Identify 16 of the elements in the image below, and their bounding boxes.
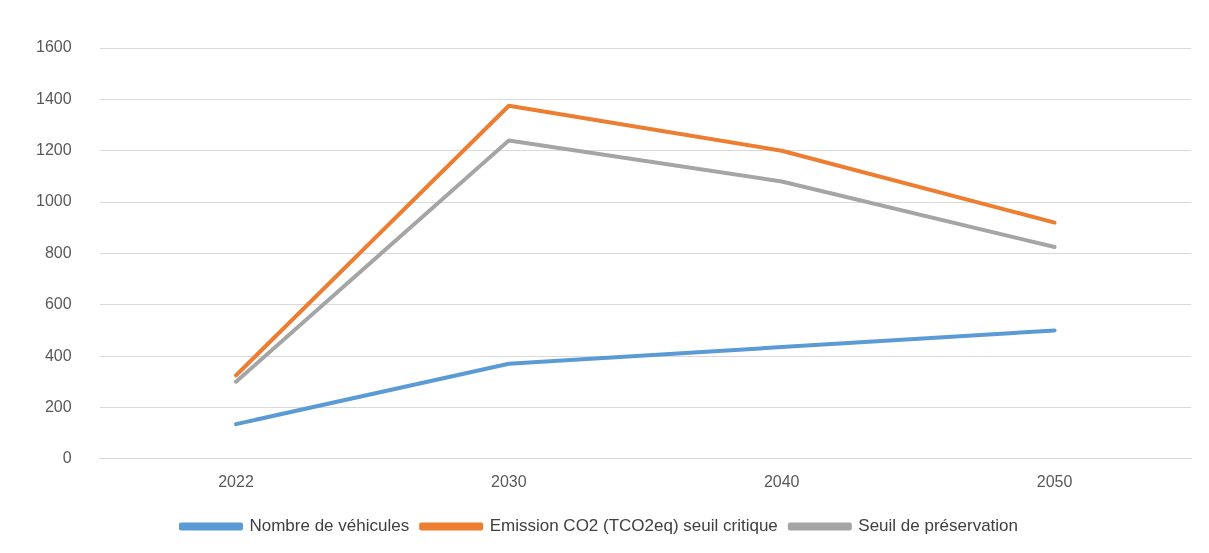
x-tick-label: 2022 <box>218 472 254 490</box>
y-tick-label: 1600 <box>36 38 72 56</box>
y-tick-label: 1000 <box>36 192 72 210</box>
x-tick-label: 2040 <box>763 472 800 490</box>
y-tick-label: 0 <box>62 449 72 467</box>
legend-label: Emission CO2 (TCO2eq) seuil critique <box>489 516 778 536</box>
y-tick-label: 800 <box>44 243 72 261</box>
y-tick-label: 400 <box>44 346 72 364</box>
y-tick-label: 600 <box>44 295 72 313</box>
y-tick-label: 1200 <box>36 141 72 159</box>
legend-label: Seuil de préservation <box>858 516 1019 536</box>
x-tick-label: 2050 <box>1036 472 1073 490</box>
y-tick-label: 1400 <box>36 89 72 107</box>
x-tick-label: 2030 <box>491 472 527 490</box>
y-tick-label: 200 <box>44 397 72 415</box>
legend-label: Nombre de véhicules <box>249 516 410 536</box>
